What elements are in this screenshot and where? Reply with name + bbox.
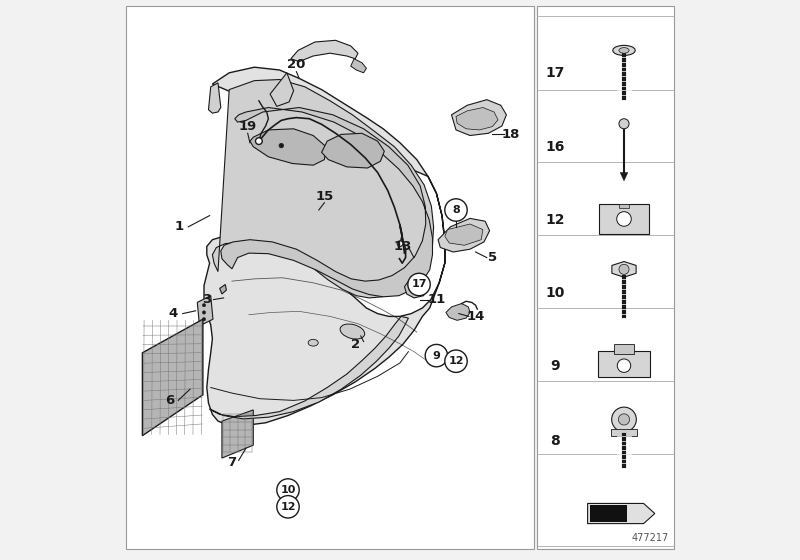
Polygon shape: [451, 100, 506, 136]
Text: 17: 17: [411, 279, 426, 290]
Circle shape: [617, 212, 631, 226]
Text: 19: 19: [238, 119, 257, 133]
Text: 9: 9: [550, 359, 560, 373]
Text: 3: 3: [202, 293, 211, 306]
Polygon shape: [220, 284, 226, 294]
Text: 477217: 477217: [631, 533, 669, 543]
Text: 15: 15: [315, 189, 334, 203]
Polygon shape: [456, 108, 498, 130]
Circle shape: [202, 311, 206, 314]
Polygon shape: [620, 172, 628, 181]
Text: 14: 14: [466, 310, 485, 323]
Text: 18: 18: [502, 128, 520, 141]
Circle shape: [256, 138, 262, 144]
Ellipse shape: [340, 324, 365, 339]
Polygon shape: [250, 129, 326, 165]
Circle shape: [618, 359, 630, 372]
Text: 12: 12: [280, 502, 296, 512]
Ellipse shape: [613, 45, 635, 55]
Polygon shape: [221, 108, 433, 297]
Text: 4: 4: [169, 307, 178, 320]
Ellipse shape: [619, 48, 629, 53]
Circle shape: [612, 407, 636, 432]
Polygon shape: [438, 218, 490, 252]
Text: 2: 2: [350, 338, 360, 351]
Text: 12: 12: [546, 213, 565, 227]
FancyBboxPatch shape: [614, 344, 634, 354]
Text: 13: 13: [394, 240, 412, 253]
Text: 16: 16: [546, 141, 565, 155]
Circle shape: [425, 344, 447, 367]
Text: 9: 9: [433, 351, 440, 361]
Circle shape: [277, 479, 299, 501]
Polygon shape: [405, 274, 429, 298]
Text: 11: 11: [427, 293, 446, 306]
Polygon shape: [204, 67, 445, 426]
Polygon shape: [213, 80, 434, 298]
Circle shape: [445, 199, 467, 221]
FancyBboxPatch shape: [537, 6, 674, 549]
Circle shape: [408, 273, 430, 296]
Circle shape: [619, 264, 629, 274]
FancyBboxPatch shape: [599, 204, 649, 234]
Text: 8: 8: [452, 205, 460, 215]
Text: 1: 1: [174, 220, 183, 234]
Polygon shape: [612, 262, 636, 277]
Polygon shape: [210, 316, 408, 419]
Text: 5: 5: [488, 251, 497, 264]
Circle shape: [202, 304, 206, 307]
Polygon shape: [445, 224, 483, 245]
Text: 10: 10: [280, 485, 296, 495]
Text: 20: 20: [287, 58, 306, 71]
Circle shape: [445, 350, 467, 372]
Text: 6: 6: [165, 394, 174, 407]
Polygon shape: [590, 505, 626, 522]
Circle shape: [618, 414, 630, 425]
FancyBboxPatch shape: [619, 204, 629, 208]
Ellipse shape: [308, 339, 318, 346]
Polygon shape: [142, 319, 203, 436]
FancyBboxPatch shape: [126, 6, 534, 549]
Text: 17: 17: [546, 66, 565, 80]
Circle shape: [255, 138, 262, 144]
Circle shape: [277, 496, 299, 518]
Text: 12: 12: [448, 356, 464, 366]
Polygon shape: [209, 83, 221, 113]
Text: 7: 7: [227, 455, 237, 469]
Polygon shape: [587, 503, 654, 524]
Polygon shape: [350, 59, 366, 73]
FancyBboxPatch shape: [598, 351, 650, 377]
Circle shape: [279, 143, 283, 148]
Polygon shape: [322, 133, 384, 168]
Polygon shape: [290, 40, 358, 62]
Polygon shape: [446, 304, 470, 320]
Text: 10: 10: [546, 286, 565, 300]
Circle shape: [202, 318, 206, 321]
Text: 8: 8: [550, 434, 560, 448]
Polygon shape: [198, 296, 213, 326]
Polygon shape: [270, 73, 294, 106]
FancyBboxPatch shape: [611, 429, 637, 436]
Circle shape: [619, 119, 629, 129]
Polygon shape: [222, 410, 254, 458]
Circle shape: [397, 241, 402, 246]
